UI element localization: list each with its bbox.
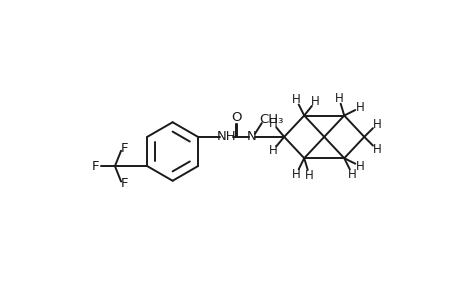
Text: H: H <box>304 169 313 182</box>
Text: F: F <box>92 160 99 172</box>
Text: CH₃: CH₃ <box>258 113 283 126</box>
Text: H: H <box>355 160 364 172</box>
Text: H: H <box>310 95 319 108</box>
Text: H: H <box>372 143 381 156</box>
Text: H: H <box>291 167 300 181</box>
Text: F: F <box>121 142 129 155</box>
Text: H: H <box>268 117 277 130</box>
Text: NH: NH <box>216 130 236 143</box>
Text: H: H <box>355 101 364 114</box>
Text: N: N <box>246 130 256 143</box>
Text: H: H <box>372 118 381 131</box>
Text: H: H <box>291 93 300 106</box>
Text: F: F <box>121 177 129 190</box>
Text: H: H <box>268 144 277 157</box>
Text: H: H <box>347 167 356 181</box>
Text: O: O <box>231 111 241 124</box>
Text: H: H <box>334 92 343 105</box>
